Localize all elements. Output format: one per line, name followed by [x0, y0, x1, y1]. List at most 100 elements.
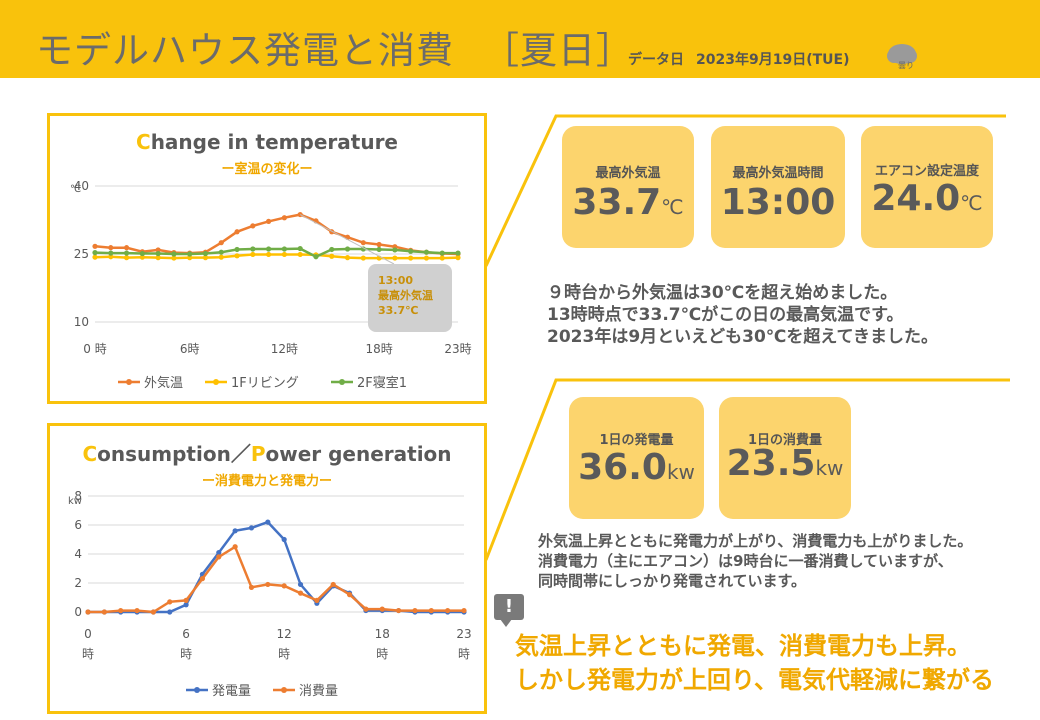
legend-label: 1Fリビング [231, 376, 299, 391]
data-point [92, 243, 98, 249]
data-point [234, 229, 240, 235]
temperature-panel: Change in temperature ー室温の変化ー 40 25 10 ℃ 0 時… [47, 113, 487, 404]
callout-box [368, 264, 452, 332]
card-value: 33.7℃ [572, 182, 684, 223]
card-label: 1日の消費量 [747, 433, 823, 448]
data-point [379, 606, 385, 612]
data-point [167, 609, 173, 615]
weather-label: 曇り [898, 61, 914, 70]
data-point [250, 251, 256, 258]
x-tick-label: 23時 [444, 342, 471, 356]
x-tick-suffix: 時 [278, 647, 290, 661]
data-point [313, 254, 319, 260]
data-point [139, 254, 145, 260]
card-ac-temp: エアコン設定温度 24.0℃ [861, 126, 993, 248]
date-label: データ日 [628, 52, 684, 68]
temperature-description: ９時台から外気温は30℃を超え始めました。 13時時点で33.7℃がこの日の最高… [547, 283, 939, 347]
data-point [108, 245, 114, 251]
data-point [428, 607, 434, 614]
series-line [94, 213, 459, 256]
legend-marker [213, 379, 219, 385]
x-tick-label: 0 時 [83, 342, 106, 356]
data-point [281, 251, 287, 258]
alert-icon: ! [494, 594, 524, 627]
legend-label: 発電量 [212, 684, 251, 699]
y-tick-label: 6 [74, 518, 82, 532]
data-point [183, 597, 189, 603]
data-point [250, 223, 256, 229]
data-point [344, 246, 351, 252]
data-point [171, 251, 177, 257]
data-point [408, 255, 414, 261]
legend-label: 消費量 [299, 684, 338, 699]
series-line [88, 544, 464, 614]
data-point [108, 250, 114, 256]
data-point [234, 253, 240, 259]
card-max-temp: 最高外気温 33.7℃ [562, 126, 694, 248]
callout-label: 最高外気温 [378, 288, 433, 302]
data-point [218, 254, 224, 260]
card-value: 24.0℃ [871, 178, 983, 219]
data-point [85, 609, 91, 615]
card-value: 36.0kw [578, 447, 695, 488]
card-consumption: 1日の消費量 23.5kw [719, 397, 851, 519]
data-point [155, 247, 161, 253]
data-point [123, 250, 130, 256]
card-label: 最高外気温 [595, 166, 661, 181]
callout-leader [299, 214, 395, 265]
data-point [266, 246, 272, 252]
data-point [202, 250, 209, 257]
y-tick-label: 4 [74, 547, 82, 561]
data-point [265, 519, 271, 525]
data-point [297, 581, 304, 588]
data-point [108, 254, 114, 260]
legend-marker [126, 379, 132, 385]
card-generation: 1日の発電量 36.0kw [569, 397, 704, 519]
data-point [360, 255, 366, 261]
y-tick-label: 8 [74, 489, 82, 503]
data-point [329, 246, 335, 253]
card-label: 最高外気温時間 [732, 166, 824, 181]
card-label: 1日の発電量 [599, 433, 674, 448]
data-point [266, 251, 272, 258]
data-point [439, 250, 445, 256]
data-point [248, 525, 255, 531]
cloud-icon [887, 44, 917, 64]
data-point [92, 250, 98, 256]
power-chart-subtitle: ー消費電力と発電力ー [201, 474, 332, 489]
y-tick-label: 0 [74, 605, 82, 619]
data-point [150, 609, 156, 615]
callout-value: 33.7℃ [378, 304, 418, 317]
data-point [281, 536, 287, 543]
data-point [248, 584, 255, 590]
data-point [360, 240, 366, 246]
power-panel: Consumption／Power generation ー消費電力と発電力ー … [47, 423, 487, 714]
data-point [346, 592, 353, 598]
legend-marker [281, 687, 287, 693]
power-chart-title: Consumption／Power generation [82, 442, 452, 466]
y-tick-label: 2 [74, 576, 82, 590]
data-point [183, 602, 189, 608]
data-point [101, 609, 107, 615]
y-unit-label: ℃ [70, 184, 81, 195]
data-point [461, 607, 467, 614]
data-point [218, 249, 224, 255]
data-point [250, 246, 256, 252]
data-point [234, 246, 240, 253]
data-point [171, 255, 177, 261]
data-point [187, 255, 193, 261]
data-point [232, 544, 238, 550]
legend-label: 2F寝室1 [357, 375, 407, 391]
data-point [408, 248, 414, 254]
x-tick-label: 12 [277, 627, 292, 641]
legend-marker [194, 687, 200, 693]
data-point [392, 247, 398, 253]
data-point [297, 245, 303, 252]
data-point [281, 246, 287, 252]
x-tick-suffix: 時 [458, 647, 470, 661]
data-point [216, 549, 222, 556]
x-tick-label: 23 [456, 627, 471, 641]
x-tick-label: 18 [375, 627, 390, 641]
data-point [329, 253, 335, 259]
x-tick-label: 12時 [271, 342, 298, 356]
